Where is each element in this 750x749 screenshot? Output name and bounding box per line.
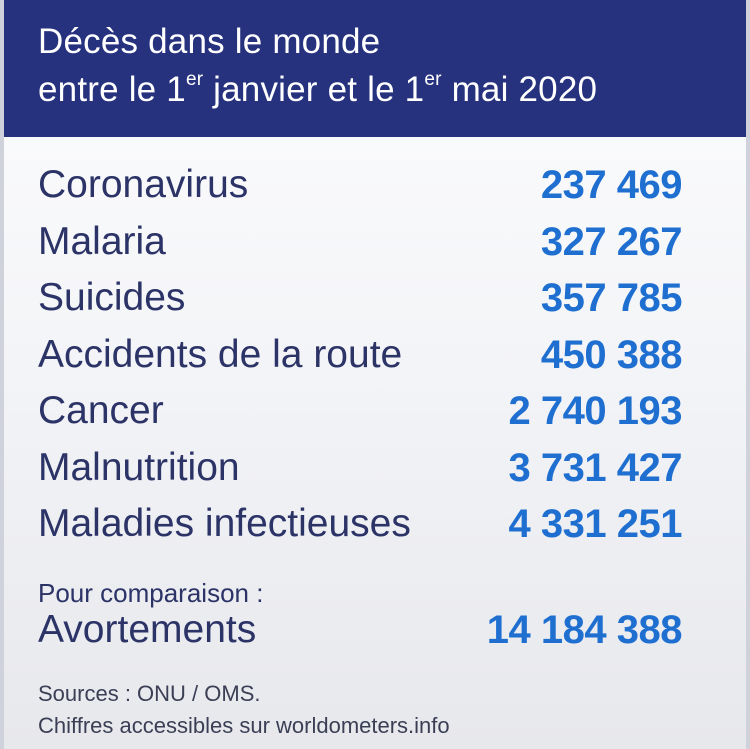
header-date-text-1: entre le 1	[38, 70, 186, 109]
statistic-value: 450 388	[540, 332, 683, 377]
comparison-intro: Pour comparaison :	[38, 578, 264, 608]
statistic-value: 327 267	[540, 219, 683, 264]
header-ordinal-1: er	[185, 69, 204, 91]
comparison-value: 14 184 388	[486, 608, 683, 652]
statistic-label: Cancer	[38, 389, 164, 432]
statistic-value: 3 731 427	[508, 445, 683, 490]
header-date-text-3: mai 2020	[441, 70, 598, 109]
statistic-row: Coronavirus 237 469	[38, 157, 686, 214]
header-title-line-2: entre le 1er janvier et le 1er mai 2020	[38, 66, 746, 114]
statistic-label: Malaria	[38, 219, 166, 263]
statistic-value: 2 740 193	[508, 389, 683, 433]
statistic-label: Maladies infectieuses	[38, 502, 411, 545]
statistic-row: Malaria 327 267	[38, 214, 686, 271]
sources-website-line: Chiffres accessibles sur worldometers.in…	[38, 713, 450, 738]
statistic-value: 237 469	[540, 163, 683, 207]
header-title-text: Décès dans le monde	[38, 22, 381, 61]
statistic-label: Suicides	[38, 276, 186, 319]
statistic-label: Malnutrition	[38, 445, 240, 489]
statistic-row: Suicides 357 785	[38, 270, 686, 327]
statistic-value: 4 331 251	[508, 502, 683, 546]
death-statistics-list: Coronavirus 237 469 Malaria 327 267 Suic…	[38, 157, 686, 553]
statistic-row: Maladies infectieuses 4 331 251	[38, 496, 686, 553]
statistic-label: Accidents de la route	[38, 332, 403, 376]
statistic-row: Accidents de la route 450 388	[38, 327, 686, 384]
statistic-row: Malnutrition 3 731 427	[38, 440, 686, 497]
statistic-row: Cancer 2 740 193	[38, 383, 686, 440]
statistic-value: 357 785	[540, 276, 683, 320]
statistic-label: Coronavirus	[38, 163, 249, 206]
comparison-block: Pour comparaison : Avortements 14 184 38…	[38, 578, 686, 652]
sources-line: Sources : ONU / OMS.	[38, 681, 261, 706]
header-banner: Décès dans le monde entre le 1er janvier…	[4, 0, 746, 137]
comparison-label: Avortements	[38, 608, 257, 651]
sources-footnote: Sources : ONU / OMS. Chiffres accessible…	[38, 678, 450, 742]
header-date-text-2: janvier et le 1	[203, 70, 425, 109]
header-title-line-1: Décès dans le monde	[38, 18, 746, 66]
header-ordinal-2: er	[424, 69, 442, 91]
